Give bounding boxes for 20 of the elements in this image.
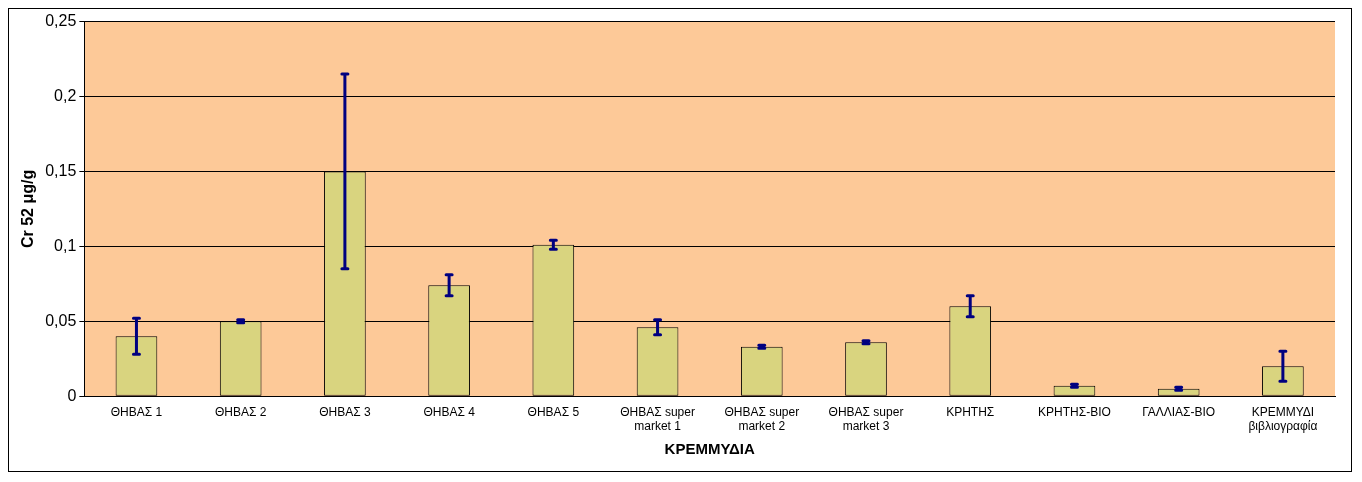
y-tick-label: 0,15 [45, 161, 77, 179]
x-tick-label: ΓΑΛΛΙΑΣ-ΒΙΟ [1142, 404, 1216, 419]
y-axis-title: Cr 52 μg/g [19, 169, 37, 249]
x-axis-title: ΚΡΕΜΜΥΔΙΑ [664, 440, 755, 458]
x-tick-label: ΘΗΒΑΣ 2 [214, 404, 267, 419]
y-tick-label: 0,1 [54, 236, 77, 254]
x-tick-label: ΘΗΒΑΣ 1 [110, 404, 163, 419]
x-tick-label: ΚΡΗΤΗΣ [946, 404, 995, 419]
y-tick-label: 0,05 [45, 311, 77, 329]
y-tick-label: 0 [67, 386, 77, 404]
x-tick-label: ΘΗΒΑΣ 3 [319, 404, 371, 419]
x-tick-label: ΘΗΒΑΣ 4 [423, 404, 476, 419]
x-tick-label: ΚΡΗΤΗΣ-ΒΙΟ [1038, 404, 1111, 419]
y-tick-label: 0,25 [45, 12, 77, 30]
x-tick-label: ΘΗΒΑΣ super market 3 [828, 404, 904, 434]
y-tick-label: 0,2 [54, 86, 77, 104]
x-tick-label: ΚΡΕΜΜΥΔΙ βιβλιογραφία [1248, 404, 1318, 434]
x-tick-label: ΘΗΒΑΣ super market 2 [724, 404, 800, 434]
x-tick-label: ΘΗΒΑΣ 5 [527, 404, 580, 419]
x-tick-label: ΘΗΒΑΣ super market 1 [620, 404, 695, 434]
